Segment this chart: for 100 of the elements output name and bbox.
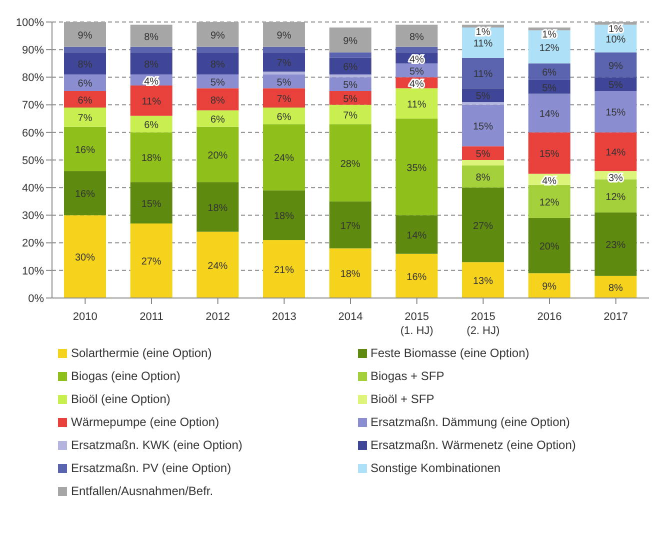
bar [329,58,372,74]
data-label: 4% [409,54,424,66]
data-label: 1% [542,30,557,41]
data-label: 35% [406,162,427,174]
bar [462,262,504,298]
data-label: 5% [343,94,358,105]
legend-label: Sonstige Kombinationen [370,461,501,475]
bar [594,77,637,91]
data-label: 7% [276,58,292,70]
bar [196,110,239,127]
legend-label: Bioöl (eine Option) [71,392,170,406]
x-tick-label: 2017 [604,311,628,323]
bar [329,104,372,124]
bar [130,24,172,47]
data-label: 6% [542,68,557,79]
bar [528,28,570,30]
data-label: 11% [473,38,493,50]
bar [462,166,504,188]
bar [196,182,239,232]
data-label: 1% [476,26,490,38]
y-tick-label: 70% [22,100,44,112]
y-tick-label: 10% [22,265,44,278]
bar [396,254,438,298]
bar [130,132,172,182]
bar [462,102,504,105]
bar [263,124,305,190]
legend-label: Ersatzmaßn. Dämmung (eine Option) [370,415,570,429]
bar [528,184,570,218]
data-label: 8% [144,32,159,43]
data-label: 18% [141,153,162,164]
bar [130,182,172,224]
data-label: 24% [274,153,294,164]
data-label: 5% [476,149,490,160]
data-label: 6% [210,114,225,126]
data-label: 5% [542,82,557,94]
legend-label: Biogas (eine Option) [71,369,180,383]
bar [329,124,372,202]
bar [329,28,372,52]
data-label: 13% [472,276,494,288]
x-tick-label: 2013 [272,311,296,323]
bar [329,248,372,298]
bar [130,116,172,132]
bar [263,190,305,240]
bar [196,46,239,52]
bar [462,58,504,88]
data-label: 6% [343,62,358,74]
data-label: 6% [144,120,159,132]
data-label: 4% [542,176,557,187]
legend-label: Ersatzmaßn. Wärmenetz (eine Option) [370,438,576,452]
legend-label: Bioöl + SFP [370,392,434,406]
data-label: 8% [144,59,159,70]
x-tick-label: 2015 (1. HJ) [400,311,434,337]
data-label: 9% [78,30,92,42]
data-label: 4% [409,79,424,90]
data-label: 17% [340,220,360,232]
bar [263,108,305,124]
legend-label: Solarthermie (eine Option) [71,346,212,360]
data-label: 14% [406,230,427,242]
data-label: 16% [74,144,96,156]
bar [396,88,438,119]
bar [196,52,239,74]
bar [263,46,305,52]
bar [594,276,637,298]
data-label: 21% [274,265,294,276]
bar [196,22,239,47]
bar [130,85,172,116]
bar [396,118,438,216]
data-label: 5% [343,80,358,92]
x-tick-label: 2014 [338,311,363,323]
y-tick-label: 90% [22,44,44,57]
data-label: 4% [144,76,159,88]
data-label: 20% [208,150,228,162]
bar [64,91,106,108]
data-label: 1% [608,24,623,35]
data-label: 6% [276,112,292,123]
bar [263,72,305,74]
data-label: 7% [276,94,292,105]
data-label: 16% [406,272,427,283]
legend-label: Ersatzmaßn. PV (eine Option) [71,461,232,475]
bar [130,52,172,74]
y-tick-label: 50% [22,154,44,167]
y-tick-label: 40% [22,182,44,195]
bar [196,232,239,298]
bar [396,46,438,52]
data-label: 5% [476,91,490,102]
data-label: 8% [409,32,424,43]
data-label: 8% [476,172,490,184]
bar [329,77,372,91]
data-label: 11% [142,96,162,108]
data-label: 5% [409,66,424,78]
bar [594,52,637,78]
bar [64,215,106,298]
bar [462,160,504,166]
data-label: 28% [340,158,360,170]
bar [528,63,570,80]
data-label: 23% [606,240,626,252]
data-label: 9% [210,30,225,42]
data-label: 24% [208,260,228,272]
data-label: 12% [606,192,626,203]
x-tick-label: 2010 [72,311,98,323]
